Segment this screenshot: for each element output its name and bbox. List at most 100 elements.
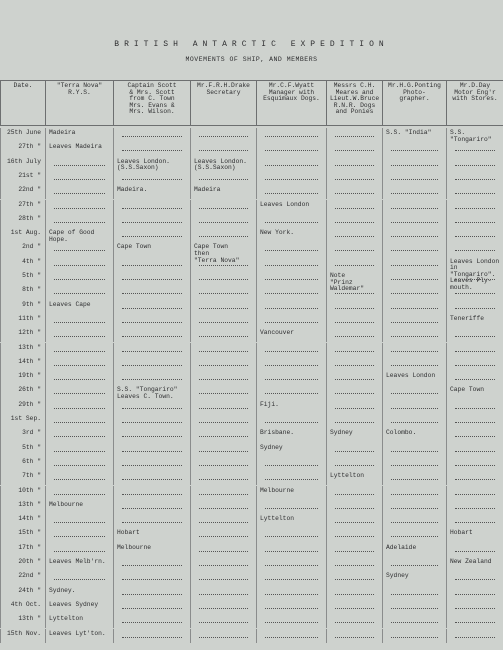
dotted-filler (113, 342, 190, 357)
dotted-filler (256, 256, 326, 271)
table-cell: New York. (256, 228, 326, 243)
dotted-filler (446, 485, 503, 500)
column-header: Captain Scott & Mrs. Scott from C. Town … (113, 80, 190, 126)
date-cell: 27th " (0, 199, 45, 214)
dotted-filler (45, 242, 113, 257)
dotted-filler (256, 471, 326, 486)
date-cell: 1st Aug. (0, 228, 45, 243)
dotted-filler (190, 399, 256, 414)
dotted-filler (190, 313, 256, 329)
date-cell: 12th " (0, 328, 45, 343)
column-header: Mr.D.Day Motor Eng'r with Stores. (446, 80, 503, 126)
dotted-filler (326, 528, 382, 543)
date-cell: 13th " (0, 614, 45, 629)
table-cell: Madeira. (113, 185, 190, 200)
dotted-filler (113, 371, 190, 386)
dotted-filler (256, 356, 326, 372)
dotted-filler (382, 156, 446, 171)
dotted-filler (113, 399, 190, 414)
dotted-filler (113, 170, 190, 186)
dotted-filler (326, 514, 382, 529)
dotted-filler (113, 599, 190, 615)
dotted-filler (446, 185, 503, 200)
dotted-filler (113, 585, 190, 600)
dotted-filler (326, 228, 382, 243)
dotted-filler (326, 199, 382, 214)
date-cell: 17th " (0, 542, 45, 557)
date-cell: 13th " (0, 342, 45, 357)
dotted-filler (446, 199, 503, 214)
dotted-filler (326, 242, 382, 257)
dotted-filler (256, 156, 326, 171)
date-cell: 20th " (0, 557, 45, 572)
column-header: Messrs C.H. Meares and Lieut.W.Bruce R.N… (326, 80, 382, 126)
dotted-filler (113, 285, 190, 300)
dotted-filler (326, 442, 382, 457)
dotted-filler (256, 528, 326, 543)
dotted-filler (45, 213, 113, 229)
dotted-filler (190, 342, 256, 357)
date-cell: 6th " (0, 456, 45, 472)
dotted-filler (190, 542, 256, 557)
table-cell: Sydney (382, 571, 446, 586)
dotted-filler (382, 557, 446, 572)
dotted-filler (446, 585, 503, 600)
dotted-filler (326, 499, 382, 515)
dotted-filler (190, 571, 256, 586)
dotted-filler (446, 471, 503, 486)
dotted-filler (382, 342, 446, 357)
dotted-filler (256, 542, 326, 557)
table-cell: Leaves London. (S.S.Saxon) (113, 156, 190, 171)
dotted-filler (446, 242, 503, 257)
table-cell: Note "Prinz Waldemar" (326, 271, 382, 292)
dotted-filler (326, 256, 382, 271)
dotted-filler (382, 256, 446, 271)
dotted-filler (190, 485, 256, 500)
dotted-filler (326, 485, 382, 500)
table-cell: Brisbane. (256, 428, 326, 443)
dotted-filler (326, 414, 382, 429)
dotted-filler (256, 499, 326, 515)
table-cell: Leaves London (256, 199, 326, 214)
dotted-filler (45, 342, 113, 357)
dotted-filler (113, 456, 190, 472)
dotted-filler (113, 428, 190, 443)
table: Date. "Terra Nova" R.Y.S. Captain Scott & … (0, 80, 503, 650)
dotted-filler (190, 442, 256, 457)
date-cell: 22nd " (0, 571, 45, 586)
dotted-filler (326, 599, 382, 615)
dotted-filler (190, 614, 256, 629)
dotted-filler (326, 571, 382, 586)
dotted-filler (446, 156, 503, 171)
dotted-filler (45, 428, 113, 443)
table-cell: Lyttelton (256, 514, 326, 529)
dotted-filler (326, 128, 382, 143)
dotted-filler (190, 356, 256, 372)
table-cell: Melbourne (45, 499, 113, 515)
dotted-filler (113, 571, 190, 586)
date-cell: 28th " (0, 213, 45, 229)
dotted-filler (382, 514, 446, 529)
dotted-filler (326, 585, 382, 600)
table-cell: S.S. "Tongariro" (446, 128, 503, 142)
column-header: Mr.F.R.H.Drake Secretary (190, 80, 256, 126)
dotted-filler (326, 156, 382, 171)
dotted-filler (326, 399, 382, 414)
dotted-filler (326, 342, 382, 357)
date-cell: 4th Oct. (0, 599, 45, 615)
table-cell: Fiji. (256, 399, 326, 414)
dotted-filler (256, 599, 326, 615)
dotted-filler (45, 514, 113, 529)
dotted-filler (446, 628, 503, 643)
dotted-filler (256, 313, 326, 329)
table-cell: Hobart (446, 528, 503, 543)
dotted-filler (113, 471, 190, 486)
date-cell: 16th July (0, 156, 45, 171)
table-cell: Cape Town (446, 385, 503, 400)
dotted-filler (382, 213, 446, 229)
dotted-filler (256, 285, 326, 300)
dotted-filler (446, 271, 503, 286)
dotted-filler (190, 213, 256, 229)
table-cell: Lyttelton (326, 471, 382, 486)
